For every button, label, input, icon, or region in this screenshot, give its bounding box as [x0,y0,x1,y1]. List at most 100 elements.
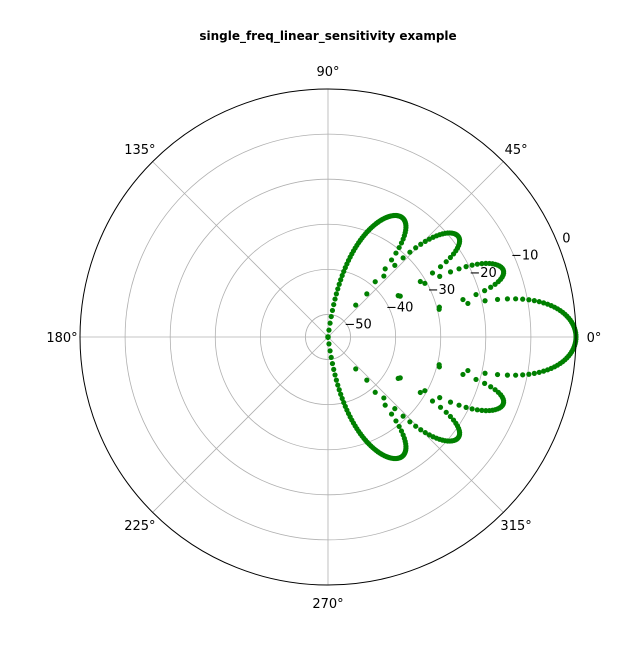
data-point [335,286,341,292]
data-point [372,279,378,285]
data-point [429,398,436,404]
data-point [332,372,338,378]
data-point [536,369,542,375]
data-point [437,404,444,410]
data-point [447,269,454,275]
data-point [339,272,345,279]
data-point [520,372,526,378]
data-point [463,264,469,270]
data-point [437,264,444,270]
data-point [393,250,399,256]
data-point [473,291,479,298]
data-point [331,301,337,308]
data-point [396,244,402,251]
data-point [395,293,401,299]
data-point [326,341,332,347]
data-point [332,296,338,302]
data-point [397,375,403,381]
data-point [396,423,402,430]
data-point [329,307,336,314]
data-point [479,261,485,267]
grid-spoke-3 [152,161,329,338]
data-point [413,423,419,429]
data-point [333,291,339,297]
data-point [339,395,345,402]
data-point [531,370,537,376]
data-point [474,261,480,267]
data-point [400,413,406,419]
theta-tick-label: 225° [124,519,155,534]
data-point [335,382,341,388]
data-point [437,395,443,401]
data-point [333,377,339,383]
data-point [460,371,466,378]
data-point [474,407,480,413]
data-point [494,296,501,303]
data-point [364,291,370,297]
data-point [325,334,331,340]
data-point [504,372,511,378]
data-point [526,371,532,377]
data-point [331,366,337,373]
data-point [328,354,334,361]
data-point [422,280,428,286]
data-point [513,372,519,378]
data-point [422,429,428,436]
theta-tick-label: 45° [505,143,528,158]
data-point [526,297,532,303]
data-point [398,428,405,434]
radial-tick-labels: −50 −40 −30 −20 −10 0 [344,231,570,332]
data-point [418,241,424,247]
polar-grid [80,89,576,585]
data-point [443,409,449,415]
data-point [353,366,359,372]
data-point [400,255,406,261]
data-point [336,281,342,287]
data-point [329,360,336,367]
data-point [372,389,378,395]
data-point [482,288,488,294]
data-point [447,254,454,261]
data-point [443,259,449,265]
r-tick-label: −40 [386,300,413,315]
data-point [388,257,395,263]
data-point [531,298,537,304]
data-point [436,362,442,368]
r-tick-label: −10 [511,249,538,264]
polar-frame [79,88,577,586]
data-point [338,277,344,283]
theta-tick-label: 315° [500,519,531,534]
theta-tick-label: 180° [46,331,77,346]
chart-title: single_freq_linear_sensitivity example [199,29,456,44]
data-point [338,391,344,397]
data-point [381,273,387,279]
data-point [398,240,405,246]
data-point [392,406,398,412]
data-point [413,245,419,251]
data-point [456,402,462,408]
data-point [482,380,488,386]
data-point [520,296,526,302]
data-point [456,266,462,272]
r-tick-label: −50 [344,318,371,333]
theta-tick-label: 90° [316,65,339,80]
data-point [336,387,342,393]
data-point [460,296,466,303]
data-point [465,300,471,307]
theta-tick-label: 270° [312,597,343,612]
data-point [381,395,387,401]
data-point [417,278,423,285]
data-point [422,238,428,245]
theta-tick-label: 0° [587,331,602,346]
data-point [327,320,333,326]
data-point [382,402,388,408]
r-tick-label: −30 [428,283,455,298]
data-point [469,262,475,268]
data-point [450,417,457,423]
data-point [437,273,443,279]
data-point [479,407,485,413]
r-tick-label: −20 [469,266,496,281]
data-point [341,268,347,275]
data-point [536,299,542,305]
